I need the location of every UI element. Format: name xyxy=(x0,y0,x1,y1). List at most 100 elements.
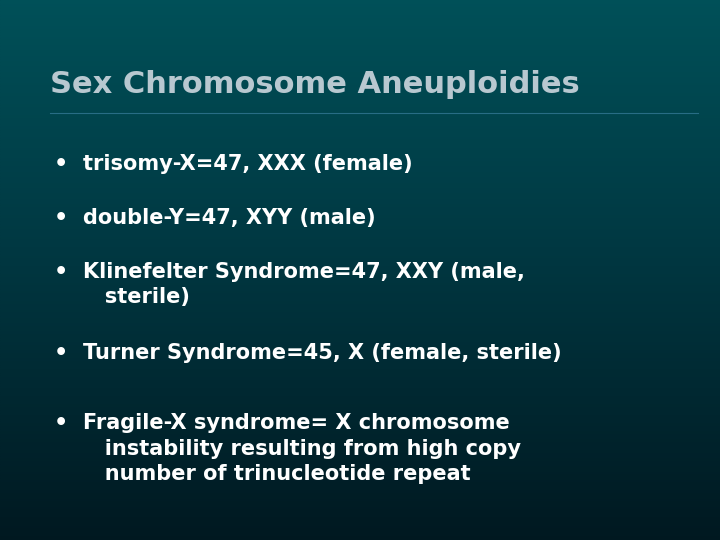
Bar xyxy=(0,230,720,232)
Text: trisomy-X=47, XXX (female): trisomy-X=47, XXX (female) xyxy=(83,154,413,174)
Bar xyxy=(0,470,720,472)
Bar xyxy=(0,405,720,408)
Bar xyxy=(0,3,720,5)
Bar xyxy=(0,294,720,297)
Bar xyxy=(0,394,720,397)
Bar xyxy=(0,386,720,389)
Text: •: • xyxy=(54,154,68,174)
Bar xyxy=(0,35,720,38)
Bar xyxy=(0,378,720,381)
Bar xyxy=(0,418,720,421)
Bar xyxy=(0,459,720,462)
Bar xyxy=(0,113,720,116)
Bar xyxy=(0,70,720,73)
Bar xyxy=(0,232,720,235)
Bar xyxy=(0,489,720,491)
Bar xyxy=(0,410,720,413)
Bar xyxy=(0,176,720,178)
Bar xyxy=(0,46,720,49)
Bar xyxy=(0,19,720,22)
Bar xyxy=(0,92,720,94)
Bar xyxy=(0,16,720,19)
Bar xyxy=(0,467,720,470)
Bar xyxy=(0,254,720,256)
Bar xyxy=(0,275,720,278)
Bar xyxy=(0,122,720,124)
Bar xyxy=(0,340,720,343)
Bar xyxy=(0,324,720,327)
Bar xyxy=(0,475,720,478)
Bar xyxy=(0,521,720,524)
Bar xyxy=(0,265,720,267)
Bar xyxy=(0,437,720,440)
Bar xyxy=(0,446,720,448)
Bar xyxy=(0,267,720,270)
Bar xyxy=(0,373,720,375)
Bar xyxy=(0,246,720,248)
Bar xyxy=(0,240,720,243)
Bar xyxy=(0,103,720,105)
Bar xyxy=(0,456,720,459)
Bar xyxy=(0,186,720,189)
Bar xyxy=(0,364,720,367)
Bar xyxy=(0,359,720,362)
Bar xyxy=(0,500,720,502)
Bar xyxy=(0,454,720,456)
Bar xyxy=(0,329,720,332)
Bar xyxy=(0,300,720,302)
Bar xyxy=(0,302,720,305)
Bar xyxy=(0,524,720,526)
Text: Sex Chromosome Aneuploidies: Sex Chromosome Aneuploidies xyxy=(50,70,580,99)
Bar xyxy=(0,348,720,351)
Bar xyxy=(0,435,720,437)
Bar xyxy=(0,502,720,505)
Bar xyxy=(0,321,720,324)
Bar xyxy=(0,105,720,108)
Bar xyxy=(0,408,720,410)
Bar xyxy=(0,76,720,78)
Bar xyxy=(0,440,720,443)
Bar xyxy=(0,135,720,138)
Bar xyxy=(0,84,720,86)
Bar xyxy=(0,119,720,122)
Bar xyxy=(0,43,720,46)
Bar xyxy=(0,332,720,335)
Bar xyxy=(0,205,720,208)
Bar xyxy=(0,462,720,464)
Bar xyxy=(0,194,720,197)
Bar xyxy=(0,89,720,92)
Bar xyxy=(0,140,720,143)
Bar xyxy=(0,94,720,97)
Bar xyxy=(0,30,720,32)
Bar xyxy=(0,335,720,338)
Bar xyxy=(0,78,720,81)
Bar xyxy=(0,157,720,159)
Bar xyxy=(0,124,720,127)
Bar xyxy=(0,27,720,30)
Bar xyxy=(0,162,720,165)
Bar xyxy=(0,432,720,435)
Text: Turner Syndrome=45, X (female, sterile): Turner Syndrome=45, X (female, sterile) xyxy=(83,343,562,363)
Bar xyxy=(0,248,720,251)
Bar xyxy=(0,343,720,346)
Bar xyxy=(0,38,720,40)
Bar xyxy=(0,513,720,516)
Bar xyxy=(0,375,720,378)
Bar xyxy=(0,483,720,486)
Bar xyxy=(0,516,720,518)
Bar xyxy=(0,68,720,70)
Bar xyxy=(0,256,720,259)
Bar xyxy=(0,167,720,170)
Bar xyxy=(0,219,720,221)
Bar xyxy=(0,202,720,205)
Bar xyxy=(0,316,720,319)
Bar xyxy=(0,181,720,184)
Bar xyxy=(0,308,720,310)
Bar xyxy=(0,451,720,454)
Bar xyxy=(0,413,720,416)
Text: •: • xyxy=(54,413,68,433)
Bar xyxy=(0,526,720,529)
Bar xyxy=(0,424,720,427)
Bar xyxy=(0,132,720,135)
Bar xyxy=(0,327,720,329)
